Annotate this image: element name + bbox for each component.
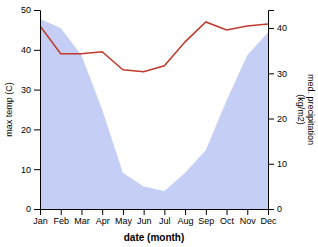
tick-label: 0 [277,204,282,214]
tick-label: Jul [159,216,171,226]
tick-mark [34,209,40,210]
chart: JanFebMarAprMayJunJulAugSepOctNovDec0102… [0,0,318,247]
tick-mark [34,10,40,11]
tick-mark [34,90,40,91]
tick-mark [247,209,248,215]
x-axis: Jan Feb Mar Apr May Jun Jul Aug Sep Oct NovDec [33,209,277,226]
tick: Sep [198,209,214,226]
tick-mark [268,73,274,74]
tick-label: 10 [21,165,31,175]
tick: Nov [240,209,257,226]
tick-mark [81,209,82,215]
tick-mark [34,169,40,170]
precipitation-area [40,19,268,209]
tick-label: 20 [277,114,287,124]
tick-mark [185,209,186,215]
tick-mark [34,50,40,51]
tick: 40 [21,45,40,55]
tick: 10 [21,165,40,175]
plot-area: JanFebMarAprMayJunJulAugSepOctNovDec0102… [4,5,316,243]
tick-label: 30 [277,69,287,79]
tick-mark [268,28,274,29]
x-axis-title: date (month) [124,232,185,243]
tick: 40 [268,23,287,33]
tick-label: Nov [240,216,257,226]
y-axis-title: max temp (C) [4,82,14,137]
tick-mark [144,209,145,215]
title-line: (kg/m2) [296,94,306,125]
tick-label: Dec [260,216,277,226]
axis-line [269,11,275,210]
tick-label: May [115,216,133,226]
tick: Jul [159,209,171,226]
tick-label: Jan [33,216,48,226]
axis-line [41,210,269,216]
tick: Dec [260,209,277,226]
tick-label: 30 [21,85,31,95]
tick-label: Feb [53,216,69,226]
tick: Jan [33,209,48,226]
tick: Jun [137,209,152,226]
tick-mark [34,129,40,130]
tick-label: 50 [21,5,31,15]
tick-mark [123,209,124,215]
tick-label: 40 [21,45,31,55]
tick: Mar [74,209,90,226]
marks [40,19,268,209]
tick: Aug [178,209,194,226]
tick-label: Aug [178,216,194,226]
tick: May [115,209,133,226]
tick: 20 [268,114,287,124]
tick-label: 40 [277,23,287,33]
tick-label: 20 [21,125,31,135]
tick: 0 [268,204,282,214]
tick-mark [102,209,103,215]
tick-label: Jun [137,216,152,226]
tick: 30 [21,85,40,95]
y2-axis: 0 10 20 30 40 [268,11,287,215]
title-line: med. precipitation [306,74,316,145]
tick: Oct [220,209,235,226]
tick: 50 [21,5,40,15]
tick-mark [227,209,228,215]
tick: 0 [26,204,40,214]
tick-mark [164,209,165,215]
tick-mark [268,119,274,120]
tick-label: Mar [74,216,90,226]
axis-line [34,11,41,210]
tick-mark [268,209,274,210]
tick-label: 10 [277,159,287,169]
tick-label: Apr [96,216,110,226]
temperature-line [40,22,268,72]
tick: 10 [268,159,287,169]
tick-mark [268,164,274,165]
y2-axis-title: med. precipitation(kg/m2) [296,74,316,145]
tick: 20 [21,125,40,135]
tick-label: Sep [198,216,214,226]
tick: Apr [96,209,110,226]
y-axis: 0 10 20 30 40 50 [21,5,41,214]
tick-mark [206,209,207,215]
tick: Feb [53,209,69,226]
tick: 30 [268,69,287,79]
tick-mark [61,209,62,215]
tick-label: Oct [220,216,235,226]
tick-label: 0 [26,204,31,214]
